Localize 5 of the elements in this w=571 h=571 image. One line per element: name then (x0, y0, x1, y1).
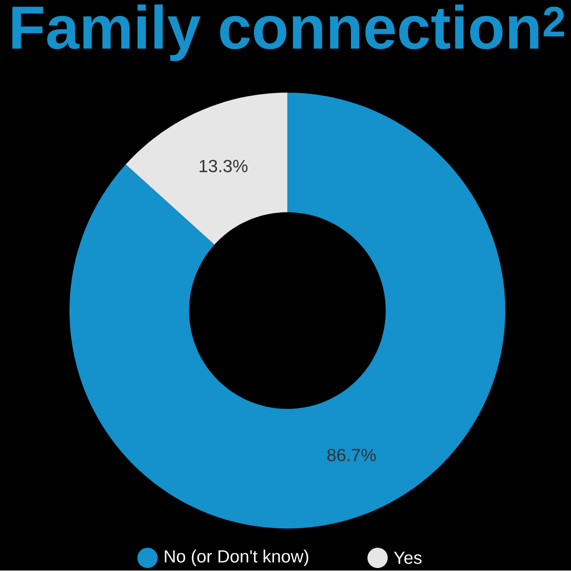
data-label: 13.3% (200, 160, 248, 172)
chart-title: Family connection$^{2}$ (12, 4, 564, 62)
data-label: 86.7% (327, 449, 376, 462)
legend-label: No (or Don't know) (164, 550, 308, 566)
legend-label: Yes (394, 552, 422, 564)
